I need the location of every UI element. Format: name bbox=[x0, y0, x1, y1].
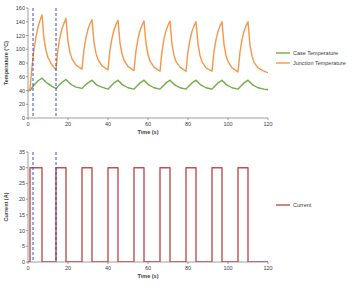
reference-line bbox=[33, 152, 34, 262]
plot-area bbox=[28, 8, 268, 118]
y-axis-label: Temperature (°C) bbox=[3, 41, 9, 85]
x-tick-label: 60 bbox=[145, 121, 151, 127]
y-axis bbox=[28, 152, 29, 262]
y-tick-label: 10 bbox=[19, 228, 25, 234]
x-tick-label: 120 bbox=[263, 265, 272, 271]
x-tick-label: 40 bbox=[105, 121, 111, 127]
y-tick bbox=[26, 35, 28, 36]
x-tick bbox=[148, 262, 149, 264]
legend-swatch bbox=[276, 204, 290, 205]
y-tick bbox=[26, 230, 28, 231]
y-tick-label: 35 bbox=[19, 149, 25, 155]
x-tick bbox=[28, 118, 29, 120]
legend-swatch bbox=[276, 62, 290, 63]
y-tick-label: 25 bbox=[19, 180, 25, 186]
series-line bbox=[28, 78, 268, 90]
x-tick bbox=[268, 262, 269, 264]
y-axis-label: Current (A) bbox=[3, 192, 9, 221]
y-tick-label: 0 bbox=[22, 115, 25, 121]
x-tick bbox=[188, 262, 189, 264]
y-tick-label: 40 bbox=[19, 88, 25, 94]
x-tick-label: 80 bbox=[185, 121, 191, 127]
x-axis-label: Time (s) bbox=[138, 273, 159, 279]
x-tick-label: 100 bbox=[223, 265, 232, 271]
y-tick-label: 15 bbox=[19, 212, 25, 218]
y-tick bbox=[26, 167, 28, 168]
y-tick-label: 20 bbox=[19, 101, 25, 107]
x-tick bbox=[228, 118, 229, 120]
reference-line bbox=[33, 8, 34, 118]
y-tick bbox=[26, 90, 28, 91]
chart: 0 20 40 60 80 100 120 140 160 0 20 40 60 80 100 120 Time… bbox=[3, 5, 346, 135]
x-tick-label: 120 bbox=[263, 121, 272, 127]
y-tick bbox=[26, 49, 28, 50]
x-tick bbox=[268, 118, 269, 120]
reference-line bbox=[56, 152, 57, 262]
y-tick bbox=[26, 246, 28, 247]
chart: 0 5 10 15 20 25 30 35 0 20 40 60 80 100 120 Time (s) Cur… bbox=[3, 149, 312, 279]
y-tick bbox=[26, 8, 28, 9]
x-tick-label: 0 bbox=[26, 121, 29, 127]
legend-label: Current bbox=[293, 202, 312, 208]
x-tick bbox=[68, 262, 69, 264]
y-tick bbox=[26, 183, 28, 184]
legend-label: Junction Temperature bbox=[293, 60, 346, 66]
x-tick bbox=[108, 262, 109, 264]
y-tick-label: 30 bbox=[19, 165, 25, 171]
x-tick bbox=[28, 262, 29, 264]
y-tick bbox=[26, 199, 28, 200]
plot-area bbox=[28, 152, 268, 262]
legend-label: Case Temperature bbox=[293, 50, 338, 56]
y-tick-label: 100 bbox=[16, 46, 25, 52]
y-tick bbox=[26, 104, 28, 105]
x-tick-label: 60 bbox=[145, 265, 151, 271]
y-tick-label: 120 bbox=[16, 33, 25, 39]
x-tick bbox=[68, 118, 69, 120]
x-tick-label: 80 bbox=[185, 265, 191, 271]
x-axis-label: Time (s) bbox=[138, 129, 159, 135]
x-tick-label: 40 bbox=[105, 265, 111, 271]
x-tick-label: 100 bbox=[223, 121, 232, 127]
y-tick-label: 80 bbox=[19, 60, 25, 66]
x-tick bbox=[148, 118, 149, 120]
y-tick-label: 0 bbox=[22, 259, 25, 265]
y-tick bbox=[26, 152, 28, 153]
y-tick-label: 140 bbox=[16, 19, 25, 25]
y-tick-label: 160 bbox=[16, 5, 25, 11]
x-tick bbox=[188, 118, 189, 120]
x-tick-label: 20 bbox=[65, 121, 71, 127]
x-tick-label: 0 bbox=[26, 265, 29, 271]
y-tick-label: 5 bbox=[22, 243, 25, 249]
y-tick bbox=[26, 76, 28, 77]
x-tick bbox=[228, 262, 229, 264]
y-tick bbox=[26, 214, 28, 215]
x-tick bbox=[108, 118, 109, 120]
reference-line bbox=[56, 8, 57, 118]
series-line bbox=[28, 168, 268, 262]
series-line bbox=[28, 15, 268, 91]
y-tick bbox=[26, 63, 28, 64]
x-tick-label: 20 bbox=[65, 265, 71, 271]
figure: 020406080100120140160020406080100120Time… bbox=[0, 0, 364, 290]
y-tick-label: 60 bbox=[19, 74, 25, 80]
y-tick-label: 20 bbox=[19, 196, 25, 202]
legend-swatch bbox=[276, 52, 290, 53]
y-tick bbox=[26, 21, 28, 22]
